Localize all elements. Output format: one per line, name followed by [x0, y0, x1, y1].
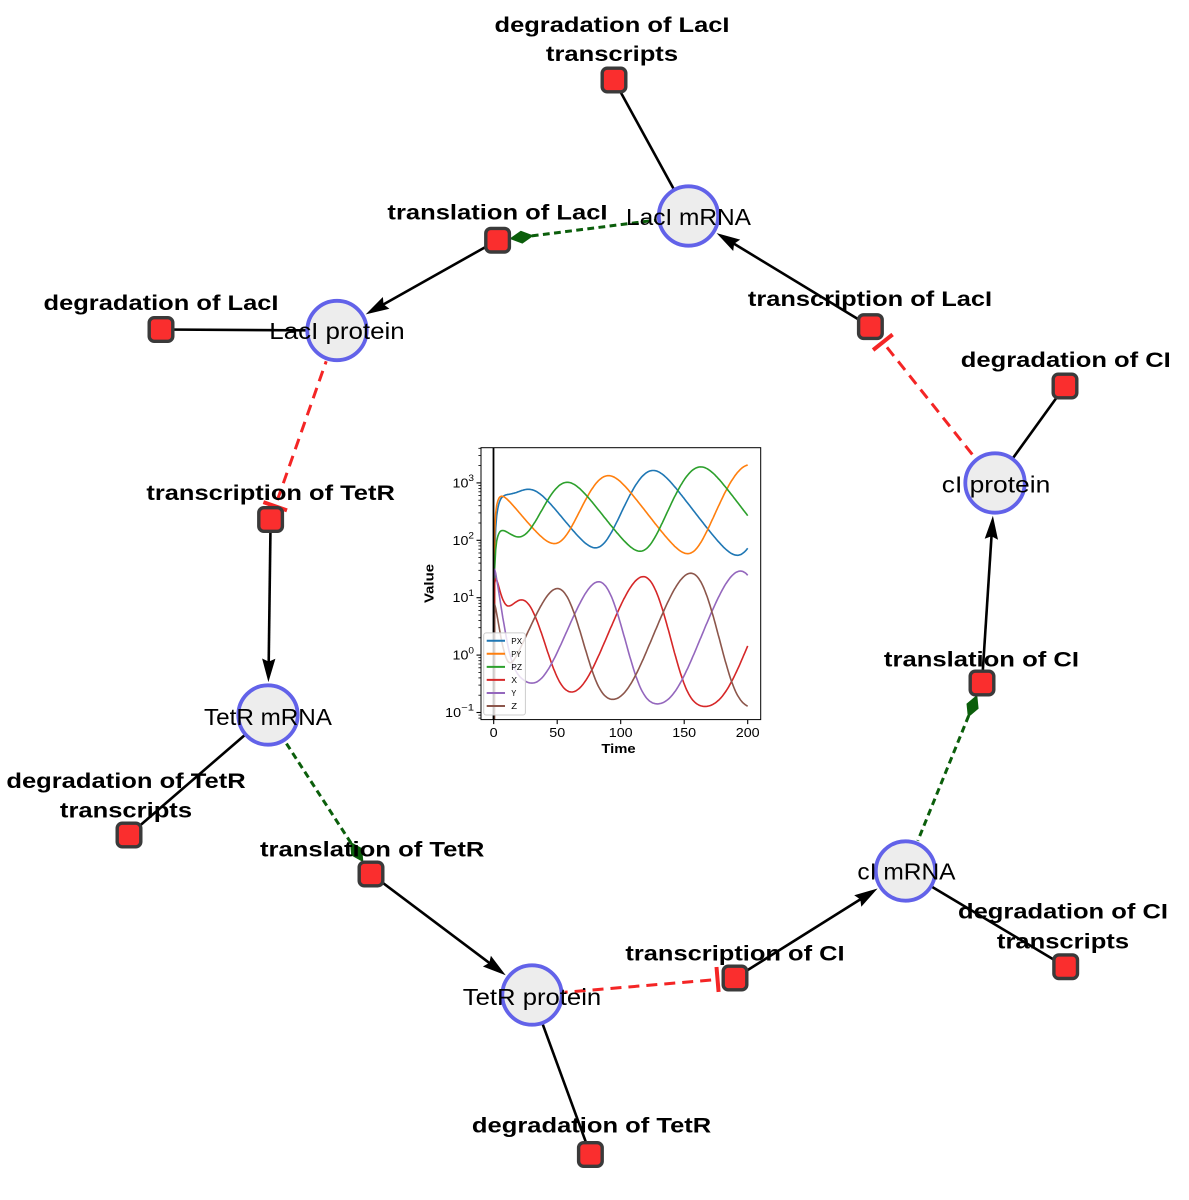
- svg-text:100: 100: [609, 726, 633, 740]
- svg-text:translation of TetR: translation of TetR: [260, 837, 485, 861]
- svg-text:10: 10: [453, 476, 469, 490]
- svg-text:0: 0: [468, 645, 474, 655]
- svg-text:degradation of LacI: degradation of LacI: [44, 291, 279, 315]
- svg-text:transcription of TetR: transcription of TetR: [146, 481, 395, 505]
- svg-text:TetR mRNA: TetR mRNA: [204, 704, 333, 730]
- svg-text:200: 200: [736, 726, 760, 740]
- svg-text:3: 3: [468, 473, 474, 483]
- svg-text:50: 50: [549, 726, 565, 740]
- svg-text:transcription of CI: transcription of CI: [625, 942, 844, 966]
- svg-text:2: 2: [468, 531, 474, 541]
- svg-text:translation of LacI: translation of LacI: [387, 201, 607, 225]
- svg-text:cI protein: cI protein: [942, 472, 1051, 498]
- svg-text:cI mRNA: cI mRNA: [857, 858, 956, 884]
- svg-text:10: 10: [453, 649, 469, 663]
- svg-text:Time: Time: [601, 742, 635, 756]
- svg-text:−1: −1: [461, 703, 474, 713]
- svg-text:Z: Z: [511, 701, 517, 711]
- svg-text:150: 150: [672, 726, 696, 740]
- svg-text:PZ: PZ: [511, 662, 522, 672]
- svg-text:degradation of LacI: degradation of LacI: [495, 13, 730, 37]
- svg-text:degradation of TetR: degradation of TetR: [6, 769, 246, 793]
- svg-text:transcripts: transcripts: [60, 799, 192, 823]
- svg-text:transcripts: transcripts: [546, 42, 678, 66]
- svg-text:translation of CI: translation of CI: [884, 648, 1079, 672]
- svg-text:0: 0: [490, 726, 498, 740]
- svg-text:degradation of CI: degradation of CI: [958, 900, 1168, 924]
- svg-text:LacI mRNA: LacI mRNA: [626, 204, 752, 230]
- svg-text:10: 10: [453, 591, 469, 605]
- svg-text:transcripts: transcripts: [997, 930, 1129, 954]
- svg-text:TetR protein: TetR protein: [463, 984, 601, 1010]
- svg-text:degradation of CI: degradation of CI: [961, 348, 1171, 372]
- svg-text:LacI protein: LacI protein: [269, 318, 404, 344]
- svg-text:Y: Y: [511, 688, 516, 698]
- svg-text:transcription of LacI: transcription of LacI: [748, 287, 992, 311]
- svg-text:PX: PX: [511, 636, 522, 646]
- svg-text:X: X: [511, 675, 517, 685]
- svg-text:PY: PY: [511, 649, 521, 659]
- svg-text:1: 1: [468, 588, 474, 598]
- svg-text:10: 10: [453, 534, 469, 548]
- svg-text:Value: Value: [423, 564, 437, 603]
- svg-text:degradation of TetR: degradation of TetR: [472, 1113, 712, 1137]
- svg-text:10: 10: [445, 706, 461, 720]
